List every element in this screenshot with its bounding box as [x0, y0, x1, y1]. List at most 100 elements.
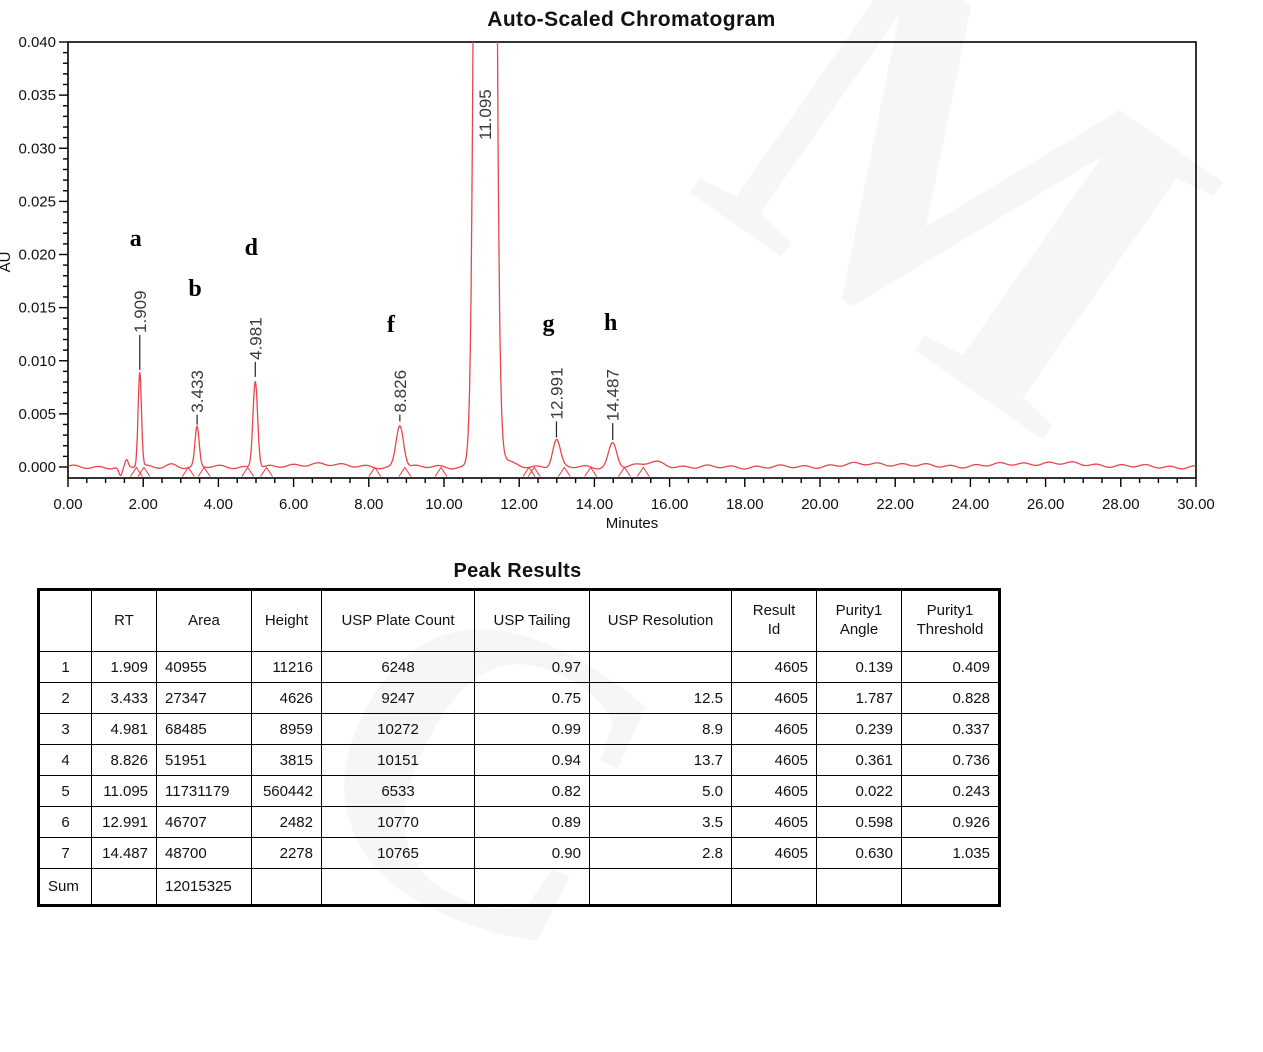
value-cell: 0.82 — [474, 775, 590, 807]
value-cell: 0.75 — [474, 682, 590, 714]
value-cell — [91, 868, 157, 906]
value-cell: 51951 — [156, 744, 252, 776]
value-cell: 0.409 — [901, 651, 1000, 683]
value-cell: 1.909 — [91, 651, 157, 683]
x-tick-label: 2.00 — [129, 496, 158, 513]
peak-results-title: Peak Results — [453, 560, 582, 582]
value-cell: 11.095 — [91, 775, 157, 807]
integration-mark — [181, 466, 195, 477]
value-cell: 0.239 — [816, 713, 902, 745]
row-label-cell: 2 — [38, 682, 92, 714]
x-tick-label: 20.00 — [801, 496, 839, 513]
row-label-cell: 4 — [38, 744, 92, 776]
chromatogram-trace — [67, 42, 1197, 477]
value-cell: 11731179 — [156, 775, 252, 807]
value-cell — [901, 868, 1000, 906]
value-cell: 6248 — [321, 651, 475, 683]
value-cell: 48700 — [156, 837, 252, 869]
value-cell: 8.826 — [91, 744, 157, 776]
value-cell — [589, 651, 732, 683]
value-cell: 2482 — [251, 806, 322, 838]
peak-rt-label: 14.487 — [604, 369, 623, 421]
value-cell: 12.991 — [91, 806, 157, 838]
y-tick-label: 0.010 — [18, 353, 56, 370]
value-cell: 4605 — [731, 837, 817, 869]
value-cell: 27347 — [156, 682, 252, 714]
value-cell: 14.487 — [91, 837, 157, 869]
x-tick-label: 14.00 — [576, 496, 614, 513]
y-tick-label: 0.000 — [18, 459, 56, 476]
value-cell: 4605 — [731, 806, 817, 838]
value-cell: 4605 — [731, 744, 817, 776]
sum-row: Sum 12015325 — [38, 868, 1000, 906]
value-cell — [251, 868, 322, 906]
peak-row: 1 1.909 40955 11216 6248 0.97 4605 0.139 0.409 — [38, 651, 1000, 683]
integration-marks — [129, 466, 650, 477]
integration-mark — [557, 466, 571, 477]
x-tick-label: 26.00 — [1027, 496, 1065, 513]
y-tick-label: 0.025 — [18, 193, 56, 210]
x-axis: 0.00 2.00 4.00 6.00 8.00 10.00 12.00 14.00 16.00… — [53, 478, 1215, 513]
y-tick-label: 0.030 — [18, 140, 56, 157]
integration-mark — [241, 466, 255, 477]
x-tick-label: 30.00 — [1177, 496, 1215, 513]
chromatogram-figure: Auto-Scaled Chromatogram 0.00 2.00 4.00 6.0… — [0, 8, 1215, 532]
value-cell: 4626 — [251, 682, 322, 714]
peak-letter-label: h — [604, 310, 617, 336]
y-tick-label: 0.040 — [18, 34, 56, 51]
value-cell: 3.433 — [91, 682, 157, 714]
value-cell: 8.9 — [589, 713, 732, 745]
x-tick-label: 0.00 — [53, 496, 82, 513]
value-cell: 4605 — [731, 713, 817, 745]
value-cell: 0.926 — [901, 806, 1000, 838]
peak-row: 4 8.826 51951 3815 10151 0.94 13.7 4605 0.361 0.7… — [38, 744, 1000, 776]
x-tick-label: 28.00 — [1102, 496, 1140, 513]
value-cell: 1.035 — [901, 837, 1000, 869]
value-cell: 2278 — [251, 837, 322, 869]
integration-mark — [398, 466, 412, 477]
peak-results-section: Peak Results RT Area Height USP Plate Count… — [37, 560, 1001, 907]
row-label-cell: Sum — [38, 868, 92, 906]
peak-results-table: RT Area Height USP Plate Count USP Tailing US… — [37, 588, 1001, 907]
row-label-cell: 7 — [38, 837, 92, 869]
value-cell — [474, 868, 590, 906]
value-cell: 3815 — [251, 744, 322, 776]
x-tick-label: 22.00 — [876, 496, 914, 513]
value-cell — [816, 868, 902, 906]
x-tick-label: 8.00 — [354, 496, 383, 513]
value-cell: 0.361 — [816, 744, 902, 776]
header-row: RT Area Height USP Plate Count USP Tailing US… — [38, 589, 1000, 652]
value-cell: 10765 — [321, 837, 475, 869]
peak-letter-label: a — [130, 226, 142, 252]
column-header: USP Resolution — [589, 589, 732, 652]
value-cell: 10770 — [321, 806, 475, 838]
x-tick-label: 10.00 — [425, 496, 463, 513]
column-header: Height — [251, 589, 322, 652]
peak-row: 2 3.433 27347 4626 9247 0.75 12.5 4605 1.787 0.82… — [38, 682, 1000, 714]
value-cell: 12.5 — [589, 682, 732, 714]
column-header: Purity1 Angle — [816, 589, 902, 652]
column-header: Purity1 Threshold — [901, 589, 1000, 652]
peak-rt-label: 1.909 — [131, 290, 150, 333]
value-cell: 5.0 — [589, 775, 732, 807]
y-tick-label: 0.035 — [18, 87, 56, 104]
integration-mark — [197, 466, 211, 477]
value-cell: 4605 — [731, 775, 817, 807]
value-cell: 12015325 — [156, 868, 252, 906]
plot-border — [67, 41, 1197, 479]
column-header — [38, 589, 92, 652]
y-axis-title: AU — [0, 252, 14, 273]
value-cell: 4605 — [731, 682, 817, 714]
integration-mark — [636, 466, 650, 477]
integration-mark — [522, 466, 536, 477]
peak-row: 3 4.981 68485 8959 10272 0.99 8.9 4605 0.239 0.33… — [38, 713, 1000, 745]
value-cell: 0.736 — [901, 744, 1000, 776]
integration-mark — [434, 466, 448, 477]
y-axis: 0.000 0.005 0.010 0.015 0.020 0.025 0.030 0.035… — [18, 34, 68, 476]
value-cell: 0.139 — [816, 651, 902, 683]
chromatogram-plot: 0.00 2.00 4.00 6.00 8.00 10.00 12.00 14.00 16.00… — [0, 34, 1215, 532]
value-cell: 8959 — [251, 713, 322, 745]
value-cell: 2.8 — [589, 837, 732, 869]
peak-rt-label: 11.095 — [476, 89, 495, 140]
value-cell: 10151 — [321, 744, 475, 776]
